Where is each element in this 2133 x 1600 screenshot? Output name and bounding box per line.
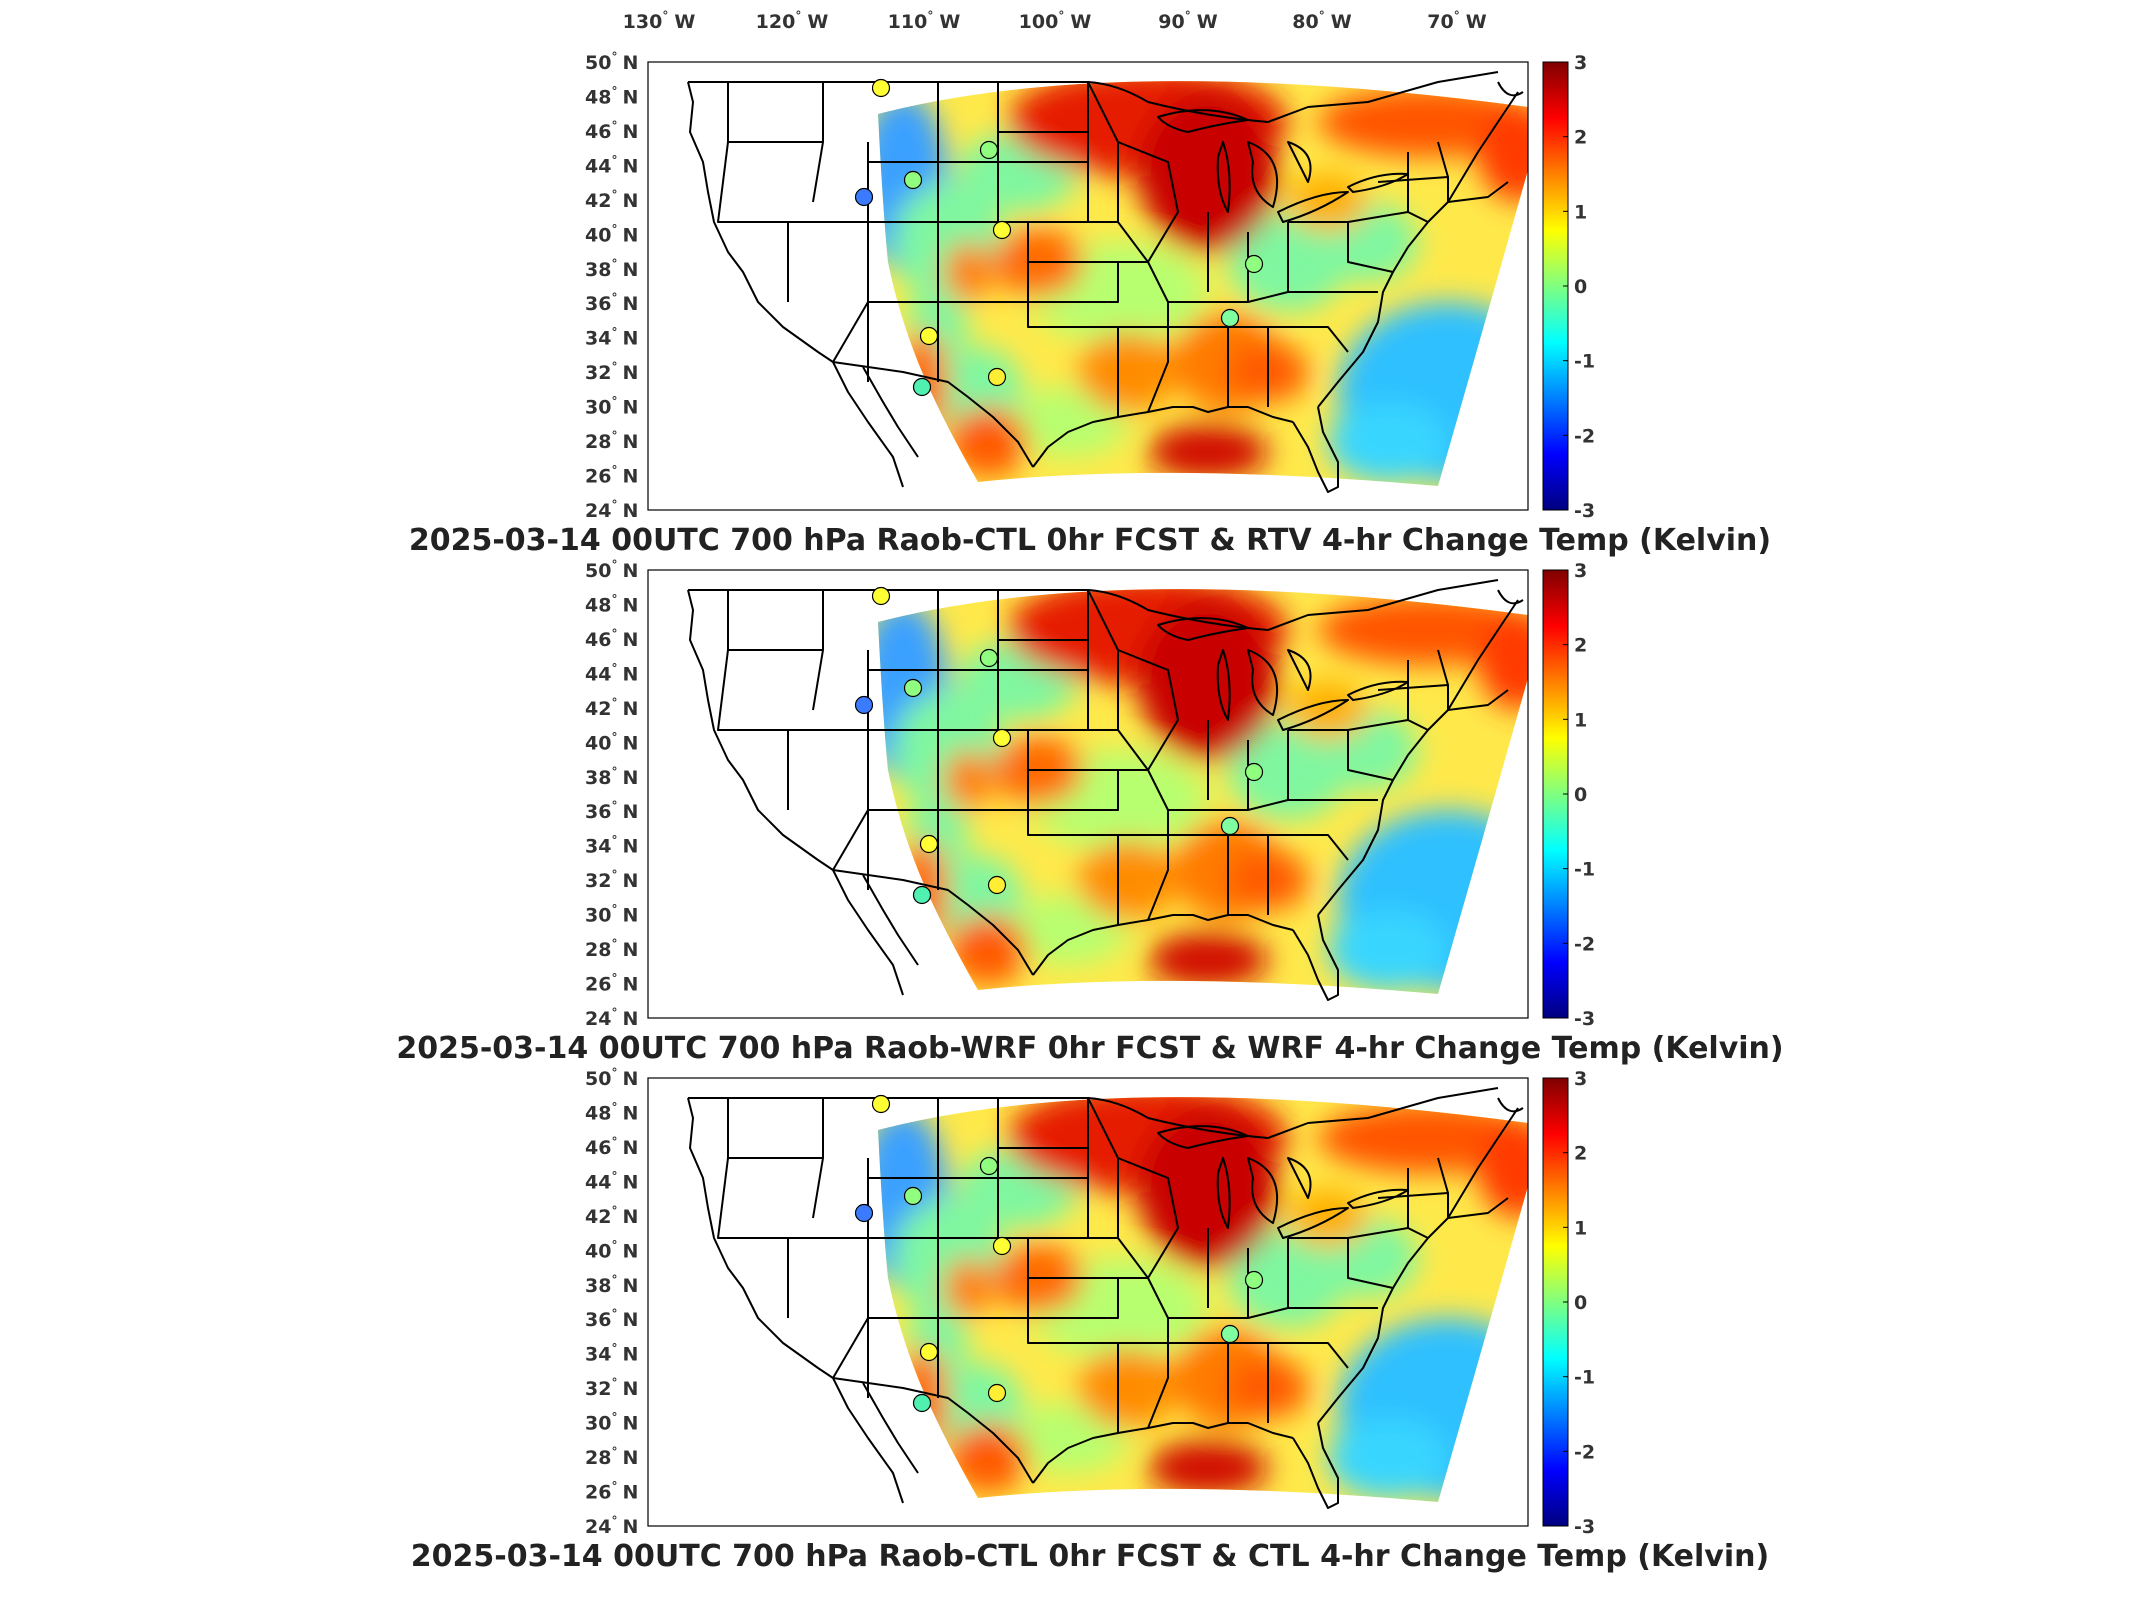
latitude-tick-label: 50° N: [585, 50, 638, 74]
latitude-tick-label: 44° N: [585, 153, 638, 177]
panel-title: 2025-03-14 00UTC 700 hPa Raob-WRF 0hr FC…: [396, 1031, 1783, 1066]
colorbar-tick-label: 1: [1574, 709, 1587, 731]
latitude-tick-label: 46° N: [585, 1135, 638, 1159]
latitude-tick-label: 24° N: [585, 498, 638, 522]
colorbar-tick-label: -3: [1574, 1516, 1595, 1538]
colorbar-tick-label: -2: [1574, 933, 1595, 955]
latitude-tick-label: 48° N: [585, 592, 638, 616]
colorbar-tick-label: 1: [1574, 1217, 1587, 1239]
latitude-tick-label: 44° N: [585, 1169, 638, 1193]
latitude-tick-label: 34° N: [585, 834, 638, 858]
latitude-tick-label: 42° N: [585, 696, 638, 720]
latitude-tick-label: 36° N: [585, 1307, 638, 1331]
colorbar-tick-label: -2: [1574, 425, 1595, 447]
map-frame: [647, 569, 1529, 1019]
map-area: [647, 569, 1558, 1019]
colorbar-tick-label: -1: [1574, 351, 1595, 373]
colorbar-tick-label: 2: [1574, 1143, 1587, 1165]
latitude-tick-label: 46° N: [585, 119, 638, 143]
latitude-tick-label: 28° N: [585, 1445, 638, 1469]
latitude-tick-label: 40° N: [585, 222, 638, 246]
latitude-tick-label: 32° N: [585, 360, 638, 384]
colorbar-tick-label: 2: [1574, 127, 1587, 149]
colorbar-tick-label: 0: [1574, 1292, 1587, 1314]
latitude-tick-label: 48° N: [585, 84, 638, 108]
longitude-axis: 130° W 120° W 110° W 100° W 90° W 80° W 70° W: [623, 9, 1487, 33]
longitude-tick-label: 80° W: [1292, 9, 1351, 33]
latitude-tick-label: 36° N: [585, 291, 638, 315]
longitude-tick-label: 100° W: [1019, 9, 1092, 33]
colorbar-tick-label: -2: [1574, 1441, 1595, 1463]
colorbar-tick-label: 3: [1574, 560, 1587, 582]
latitude-tick-label: 38° N: [585, 1273, 638, 1297]
latitude-tick-label: 38° N: [585, 765, 638, 789]
latitude-tick-label: 30° N: [585, 1411, 638, 1435]
longitude-tick-label: 120° W: [756, 9, 829, 33]
latitude-tick-label: 48° N: [585, 1100, 638, 1124]
colorbar-tick-label: -3: [1574, 500, 1595, 522]
latitude-tick-label: 30° N: [585, 903, 638, 927]
latitude-tick-label: 32° N: [585, 1376, 638, 1400]
latitude-tick-label: 38° N: [585, 257, 638, 281]
latitude-tick-label: 30° N: [585, 395, 638, 419]
latitude-tick-label: 34° N: [585, 326, 638, 350]
longitude-tick-label: 130° W: [623, 9, 696, 33]
colorbar-tick-label: 2: [1574, 635, 1587, 657]
latitude-tick-label: 46° N: [585, 627, 638, 651]
colorbar-tick-label: -1: [1574, 1367, 1595, 1389]
latitude-tick-label: 40° N: [585, 730, 638, 754]
map-panel-3: 50° N 48° N 46° N 44° N 42° N 40° N 38° N 36° N 34° N 32° N…: [411, 1066, 1769, 1574]
latitude-tick-label: 26° N: [585, 1480, 638, 1504]
longitude-tick-label: 70° W: [1427, 9, 1486, 33]
latitude-tick-label: 32° N: [585, 868, 638, 892]
latitude-tick-label: 44° N: [585, 661, 638, 685]
map-panel-2: 50° N 48° N 46° N 44° N 42° N 40° N 38° N 36° N 34° N 32° N…: [396, 558, 1783, 1066]
panel-title: 2025-03-14 00UTC 700 hPa Raob-CTL 0hr FC…: [411, 1539, 1769, 1574]
colorbar-tick-label: 3: [1574, 1068, 1587, 1090]
longitude-tick-label: 90° W: [1158, 9, 1217, 33]
colorbar-tick-label: 3: [1574, 52, 1587, 74]
latitude-tick-label: 26° N: [585, 972, 638, 996]
colorbar-tick-label: -3: [1574, 1008, 1595, 1030]
longitude-tick-label: 110° W: [888, 9, 961, 33]
colorbar-tick-label: 0: [1574, 784, 1587, 806]
latitude-tick-label: 40° N: [585, 1238, 638, 1262]
map-frame: [647, 1077, 1529, 1527]
latitude-tick-label: 50° N: [585, 558, 638, 582]
map-area: [647, 61, 1558, 511]
colorbar-tick-label: 0: [1574, 276, 1587, 298]
colorbar-tick-label: 1: [1574, 201, 1587, 223]
latitude-tick-label: 28° N: [585, 429, 638, 453]
latitude-tick-label: 42° N: [585, 188, 638, 212]
map-frame: [647, 61, 1529, 511]
latitude-tick-label: 28° N: [585, 937, 638, 961]
latitude-tick-label: 50° N: [585, 1066, 638, 1090]
map-panel-1: 50° N 48° N 46° N 44° N 42° N 40° N 38° N 36° N 34° N 32° N…: [409, 50, 1771, 558]
latitude-tick-label: 24° N: [585, 1514, 638, 1538]
colorbar-tick-label: -1: [1574, 859, 1595, 881]
latitude-tick-label: 36° N: [585, 799, 638, 823]
latitude-tick-label: 26° N: [585, 464, 638, 488]
panel-title: 2025-03-14 00UTC 700 hPa Raob-CTL 0hr FC…: [409, 523, 1771, 558]
map-area: [647, 1077, 1558, 1527]
latitude-tick-label: 42° N: [585, 1204, 638, 1228]
latitude-tick-label: 24° N: [585, 1006, 638, 1030]
latitude-tick-label: 34° N: [585, 1342, 638, 1366]
